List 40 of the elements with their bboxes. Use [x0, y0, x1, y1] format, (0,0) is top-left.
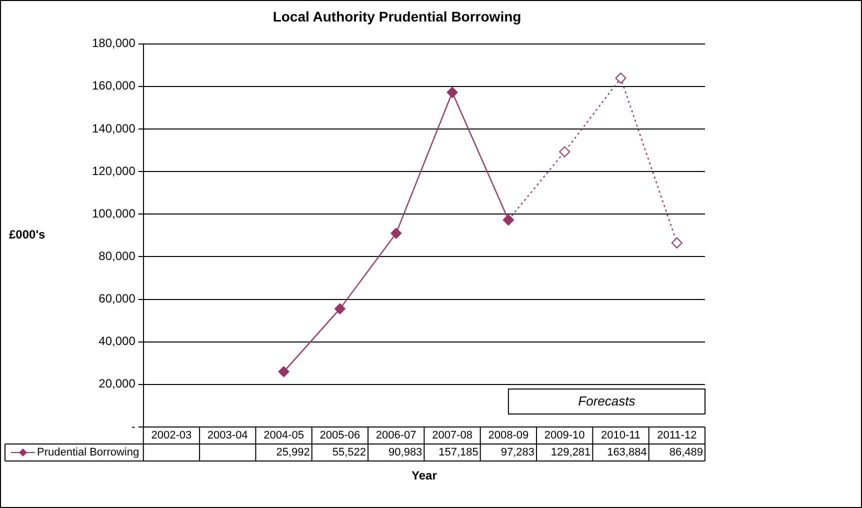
x-tick-label: 2004-05: [264, 430, 304, 442]
point: [559, 146, 570, 158]
point: [671, 237, 682, 248]
y-tick-label: 120,000: [92, 164, 136, 178]
x-axis-title: Year: [412, 468, 438, 482]
point: [390, 228, 402, 239]
y-axis-title: £000's: [9, 228, 46, 242]
x-tick-label: 2011-12: [657, 430, 697, 442]
data-label: 90,983: [388, 446, 422, 459]
x-tick-label: 2002-03: [151, 430, 192, 442]
annotation: Forecasts: [578, 394, 636, 409]
x-tick-label: 2008-09: [488, 430, 529, 442]
text: 129,281: [550, 446, 591, 459]
y-tick-label: 20,000: [98, 376, 136, 391]
x-tick-label: 2003-04: [207, 430, 248, 442]
x-tick-label: 2006-07: [376, 430, 416, 442]
y-tick-label: 160,000: [92, 78, 136, 93]
x-tick-label: 2007-08: [432, 430, 472, 442]
chart-title: Local Authority Prudential Borrowing: [272, 8, 522, 24]
point: [446, 86, 458, 98]
point: [334, 303, 346, 314]
x-tick-label: 2005-06: [320, 430, 360, 442]
text: 86,489: [669, 446, 703, 459]
point: [278, 366, 290, 378]
text: 163,884: [607, 446, 647, 459]
y-tick-label: 80,000: [98, 249, 136, 263]
y-tick-label: -: [131, 419, 136, 434]
data-label: 25,992: [276, 446, 310, 459]
y-tick-label: 60,000: [98, 292, 136, 306]
data-label: 55,522: [332, 446, 366, 459]
y-tick-label: 140,000: [92, 121, 136, 136]
x-tick-label: 2010-11: [600, 430, 641, 442]
data-label: 97,283: [500, 446, 535, 459]
y-tick-label: 100,000: [92, 206, 136, 220]
y-tick-label: 40,000: [98, 334, 136, 348]
data-label: 157,185: [438, 446, 478, 459]
point: [615, 72, 626, 84]
legend-label: Prudential Borrowing: [37, 446, 140, 459]
y-tick-label: 180,000: [92, 36, 136, 50]
x-tick-label: 2009-10: [544, 430, 585, 442]
